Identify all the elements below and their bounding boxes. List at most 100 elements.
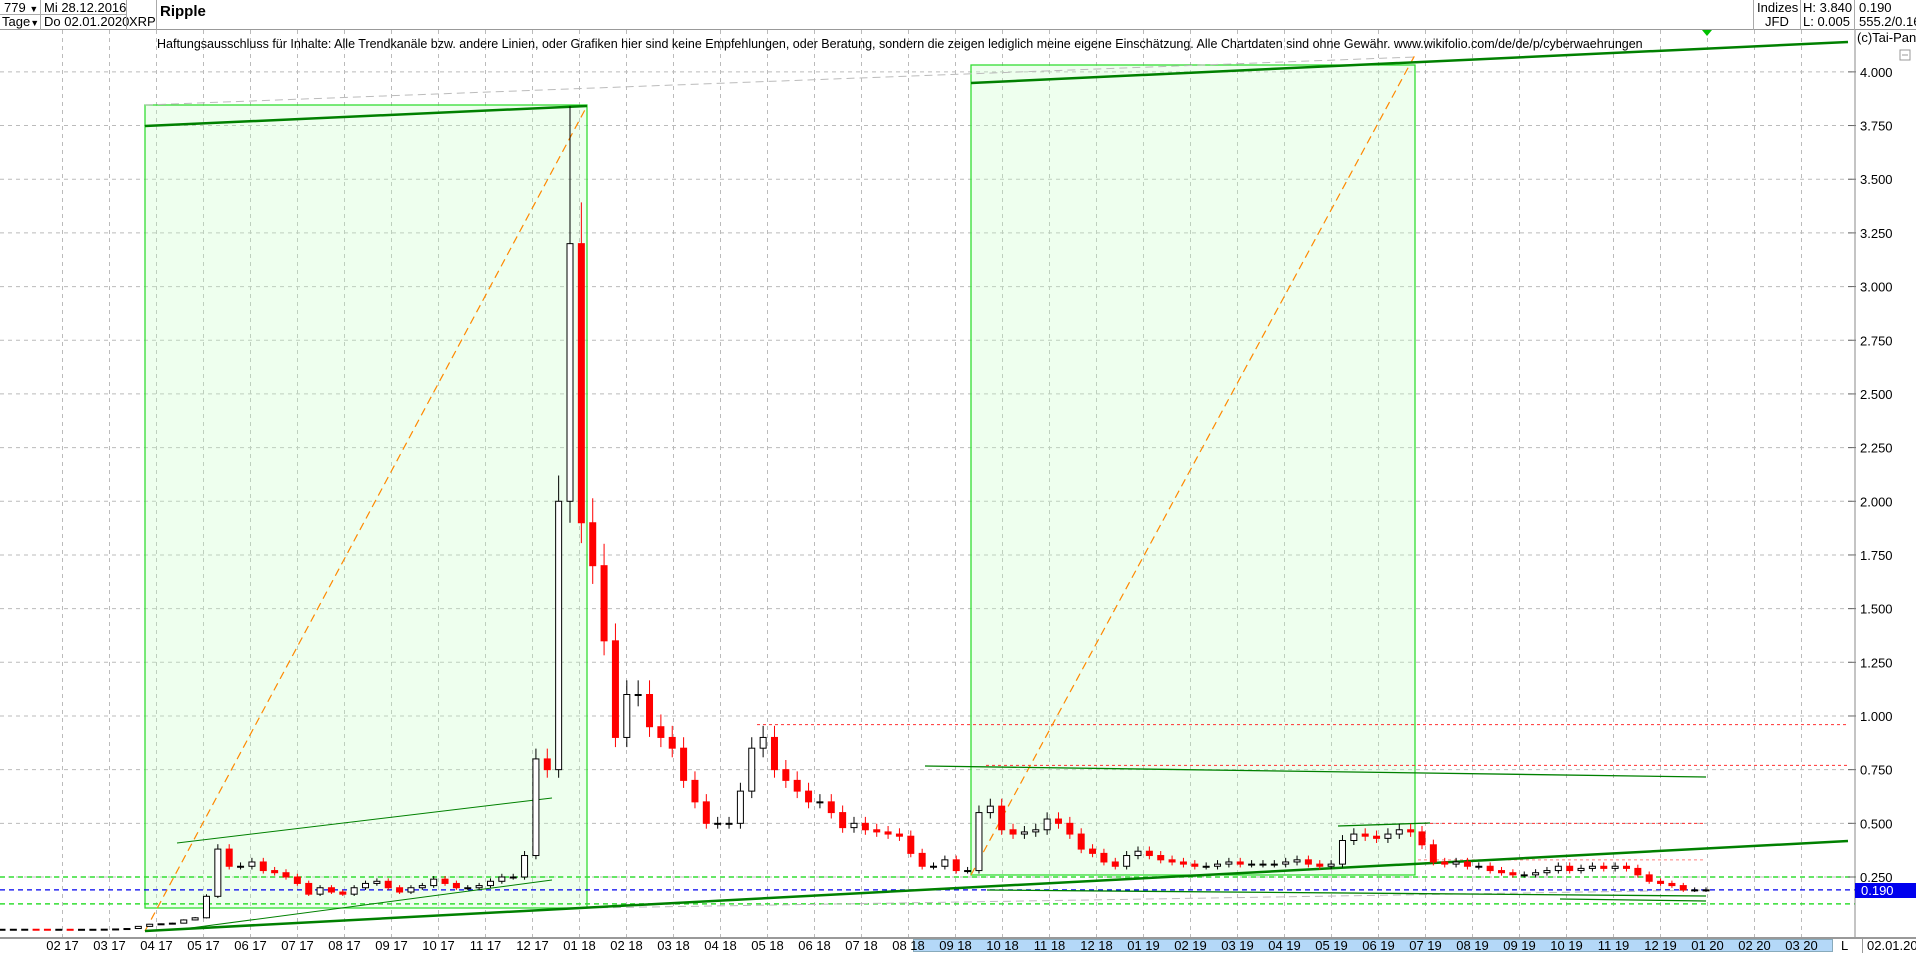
candle-body: [600, 565, 608, 642]
candle-body: [327, 887, 335, 893]
trend-box: [144, 104, 588, 909]
candle-body: [691, 779, 699, 803]
candle-body: [1520, 874, 1528, 877]
x-tick-label: 12 19: [1644, 938, 1677, 953]
candle-body: [202, 895, 210, 919]
helper-line: [144, 56, 1416, 106]
candle-body: [0, 928, 6, 931]
x-tick-label: 12 17: [516, 938, 549, 953]
candle-body: [1134, 850, 1142, 857]
last-value: 0.190: [1859, 0, 1892, 15]
x-tick-label: 08 17: [328, 938, 361, 953]
candle-body: [1123, 855, 1131, 867]
grid: [0, 30, 1855, 937]
trend-line: [176, 797, 553, 844]
candle-body: [770, 736, 778, 771]
candle-body: [680, 747, 688, 781]
candle-body: [941, 859, 949, 867]
trend-line: [182, 879, 553, 930]
candle-body: [907, 835, 915, 854]
x-tick-label: 01 19: [1127, 938, 1160, 953]
candle-body: [1168, 859, 1176, 863]
period-value: Tage: [2, 14, 31, 29]
x-tick-label: 06 17: [234, 938, 267, 953]
source-label: JFD: [1765, 14, 1789, 29]
y-tick-label: 4.000: [1860, 65, 1893, 80]
trend-line: [924, 765, 1707, 778]
candle-body: [464, 887, 472, 890]
dropdown-arrow-icon: ▼: [29, 4, 39, 14]
x-tick-label: 01 20: [1691, 938, 1724, 953]
candle-body: [1691, 889, 1699, 892]
trend-line: [144, 104, 588, 128]
x-tick-label: 10 19: [1550, 938, 1583, 953]
candle-body: [1395, 829, 1403, 835]
candle-body: [362, 882, 370, 889]
axis-mode-button[interactable]: L: [1841, 938, 1849, 953]
divider: [1854, 0, 1855, 30]
candle-body: [1543, 870, 1551, 874]
candle-body: [146, 923, 154, 927]
candle-body: [509, 876, 517, 879]
candle-body: [339, 891, 347, 895]
y-tick-label: 2.000: [1860, 494, 1893, 509]
candle-body: [998, 805, 1006, 831]
start-date[interactable]: Mi 28.12.2016: [44, 0, 127, 15]
candle-body: [793, 779, 801, 792]
candle-body: [1418, 831, 1426, 846]
candle-body: [1282, 861, 1290, 865]
candle-body: [1032, 829, 1040, 833]
x-tick-label: 03 19: [1221, 938, 1254, 953]
candle-body: [873, 829, 881, 833]
candle-body: [577, 243, 585, 524]
candle-body: [1384, 833, 1392, 839]
candle-body: [566, 243, 574, 502]
trend-line: [986, 889, 1707, 897]
x-axis[interactable]: 02 17 03 17 04 17 05 17 06 17 07 17 08 17 09 17…: [0, 937, 1916, 953]
candle-body: [702, 801, 710, 824]
candle-body: [1020, 831, 1028, 835]
x-tick-label: 09 17: [375, 938, 408, 953]
trend-line: [1337, 822, 1431, 827]
count-selector[interactable]: 779 ▼: [4, 1, 38, 16]
candle-body: [895, 833, 903, 837]
candle-body: [123, 928, 131, 931]
x-tick-label: 07 17: [281, 938, 314, 953]
candle-body: [1202, 865, 1210, 868]
candle-body: [1225, 861, 1233, 865]
x-tick-label: 06 19: [1362, 938, 1395, 953]
candle-body: [248, 861, 256, 867]
candle-body: [486, 880, 494, 887]
candle-body: [452, 882, 460, 889]
candle-body: [78, 928, 86, 931]
candle-body: [725, 822, 733, 825]
x-tick-label: 08 19: [1456, 938, 1489, 953]
candle-body: [850, 822, 858, 829]
y-tick-label: 0.250: [1860, 870, 1893, 885]
last-price-marker: 0.190: [1855, 883, 1916, 898]
period-selector[interactable]: Tage▼: [2, 15, 39, 30]
candle-body: [964, 870, 972, 873]
divider: [156, 0, 157, 30]
x-tick-label: 10 17: [422, 938, 455, 953]
candle-body: [316, 887, 324, 895]
y-axis: 4.000 3.750 3.500 3.250 3.000 2.750 2.500 2.250…: [1848, 30, 1893, 937]
x-tick-label: 03 18: [657, 938, 690, 953]
y-tick-label: 1.750: [1860, 548, 1893, 563]
candle-body: [191, 917, 199, 921]
y-tick-label: 3.750: [1860, 119, 1893, 134]
candle-body: [1634, 867, 1642, 876]
end-date[interactable]: Do 02.01.2020: [44, 14, 130, 29]
x-tick-label: 06 18: [798, 938, 831, 953]
disclaimer-text: Haftungsausschluss für Inhalte: Alle Tre…: [157, 37, 1643, 51]
candle-body: [1429, 844, 1437, 863]
y-tick-label: 3.250: [1860, 226, 1893, 241]
price-chart[interactable]: 4.000 3.750 3.500 3.250 3.000 2.750 2.500 2.250…: [0, 30, 1916, 937]
candle-body: [1361, 833, 1369, 837]
candle-body: [918, 852, 926, 867]
candle-body: [657, 726, 665, 738]
candle-body: [1486, 865, 1494, 872]
candle-body: [305, 882, 313, 895]
candle-body: [1463, 861, 1471, 867]
candle-body: [1111, 861, 1119, 867]
